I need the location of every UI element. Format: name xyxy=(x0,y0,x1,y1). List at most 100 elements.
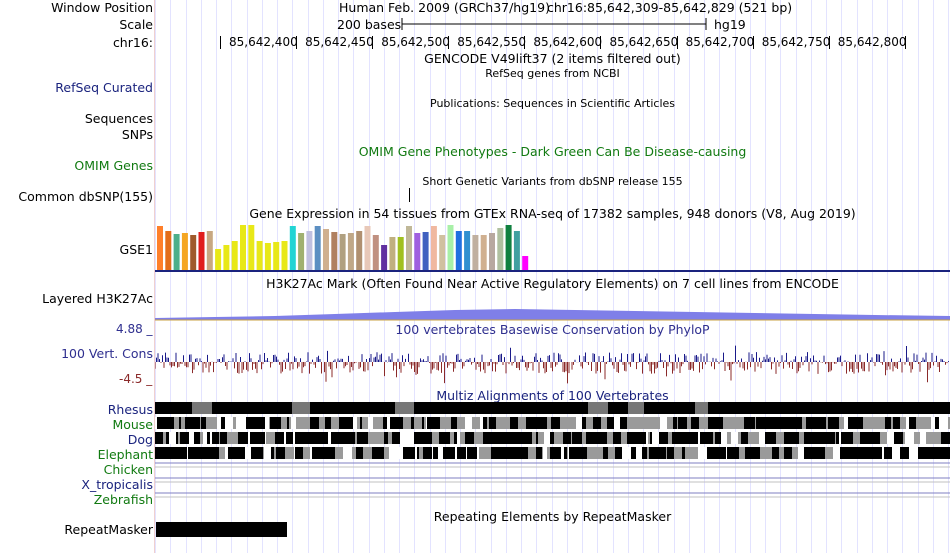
alignment-block xyxy=(416,432,417,444)
species-label[interactable]: X_tropicalis xyxy=(81,477,153,492)
gtex-tissue-bar[interactable] xyxy=(157,226,163,270)
gtex-tissue-bar[interactable] xyxy=(513,231,520,270)
gtex-tissue-bar[interactable] xyxy=(372,235,379,270)
gtex-tissue-bar[interactable] xyxy=(173,234,180,270)
alignment-block xyxy=(678,417,683,429)
conservation-wiggle[interactable] xyxy=(155,338,950,386)
h3k27ac-track-label[interactable]: Layered H3K27Ac xyxy=(42,291,153,306)
alignment-block xyxy=(621,432,627,444)
gtex-tissue-bar[interactable] xyxy=(397,237,404,270)
gtex-tissue-bar[interactable] xyxy=(347,233,354,270)
gtex-tissue-bar[interactable] xyxy=(447,225,454,270)
refseq-track-label[interactable]: RefSeq Curated xyxy=(55,80,153,95)
gtex-tissue-bar[interactable] xyxy=(231,241,238,270)
alignment-block xyxy=(939,417,946,429)
alignment-block xyxy=(490,432,498,444)
common-snp-track-label[interactable]: Common dbSNP(155) xyxy=(18,189,153,204)
omim-track-label[interactable]: OMIM Genes xyxy=(74,158,153,173)
snp-variant-mark[interactable] xyxy=(409,188,410,202)
gtex-bar-chart[interactable] xyxy=(155,222,950,274)
alignment-block xyxy=(204,447,213,459)
gtex-tissue-bar[interactable] xyxy=(198,232,205,270)
gtex-tissue-bar[interactable] xyxy=(455,231,462,270)
multiz-alignment-blocks[interactable] xyxy=(155,401,950,506)
sequences-track-label[interactable]: Sequences xyxy=(84,111,153,126)
gtex-tissue-bar[interactable] xyxy=(522,256,529,270)
assembly-text: Human Feb. 2009 (GRCh37/hg19) xyxy=(339,0,550,15)
gtex-tissue-bar[interactable] xyxy=(314,226,321,270)
gtex-tissue-bar[interactable] xyxy=(256,241,263,270)
gtex-tissue-bar[interactable] xyxy=(240,225,246,270)
species-label[interactable]: Elephant xyxy=(97,447,153,462)
alignment-block xyxy=(217,417,221,429)
h3k27ac-track-title[interactable]: H3K27Ac Mark (Often Found Near Active Re… xyxy=(266,276,839,291)
gtex-tissue-bar[interactable] xyxy=(289,226,296,270)
snps-track-label[interactable]: SNPs xyxy=(121,127,153,142)
gtex-tissue-bar[interactable] xyxy=(273,242,280,270)
gtex-tissue-bar[interactable] xyxy=(223,245,230,270)
gtex-tissue-bar[interactable] xyxy=(331,232,338,270)
gtex-tissue-bar[interactable] xyxy=(439,235,446,270)
gtex-tissue-bar[interactable] xyxy=(497,228,504,270)
gtex-tissue-bar[interactable] xyxy=(248,225,255,270)
grid-line xyxy=(826,0,827,553)
alignment-block xyxy=(741,432,748,444)
species-label[interactable]: Zebrafish xyxy=(93,492,153,507)
alignment-block xyxy=(384,447,389,459)
gtex-tissue-bar[interactable] xyxy=(505,225,512,270)
gtex-tissue-bar[interactable] xyxy=(464,231,471,270)
gtex-tissue-bar[interactable] xyxy=(430,226,437,270)
gtex-track-label[interactable]: GSE1 xyxy=(119,242,153,257)
species-label[interactable]: Chicken xyxy=(103,462,153,477)
gtex-tissue-bar[interactable] xyxy=(414,233,421,270)
gtex-tissue-bar[interactable] xyxy=(298,233,305,270)
gtex-tissue-bar[interactable] xyxy=(206,231,213,270)
alignment-block xyxy=(870,402,873,414)
publications-track-title[interactable]: Publications: Sequences in Scientific Ar… xyxy=(430,97,675,110)
gtex-track-title[interactable]: Gene Expression in 54 tissues from GTEx … xyxy=(249,206,856,221)
alignment-block xyxy=(365,432,368,444)
gtex-tissue-bar[interactable] xyxy=(215,249,222,270)
gtex-tissue-bar[interactable] xyxy=(489,233,495,270)
gtex-tissue-bar[interactable] xyxy=(422,232,429,270)
repeatmasker-track-label[interactable]: RepeatMasker xyxy=(64,522,153,537)
alignment-block xyxy=(866,417,869,429)
alignment-block xyxy=(276,432,284,444)
h3k27ac-signal[interactable] xyxy=(155,300,950,322)
gtex-tissue-bar[interactable] xyxy=(480,235,487,270)
repeatmasker-track-title[interactable]: Repeating Elements by RepeatMasker xyxy=(433,509,672,524)
gtex-tissue-bar[interactable] xyxy=(306,231,313,270)
gtex-tissue-bar[interactable] xyxy=(472,235,479,270)
gtex-tissue-bar[interactable] xyxy=(323,229,329,270)
multiz-track-title[interactable]: Multiz Alignments of 100 Vertebrates xyxy=(436,388,669,403)
alignment-block xyxy=(593,417,601,429)
gtex-tissue-bar[interactable] xyxy=(389,237,396,270)
gtex-tissue-bar[interactable] xyxy=(190,235,197,270)
common-snp-track-title[interactable]: Short Genetic Variants from dbSNP releas… xyxy=(422,175,683,188)
gtex-tissue-bar[interactable] xyxy=(364,226,371,270)
conservation-track-title[interactable]: 100 vertebrates Basewise Conservation by… xyxy=(395,322,710,337)
alignment-block xyxy=(826,417,828,429)
species-label[interactable]: Dog xyxy=(127,432,153,447)
gtex-tissue-bar[interactable] xyxy=(406,226,412,270)
gtex-tissue-bar[interactable] xyxy=(181,233,188,270)
gtex-tissue-bar[interactable] xyxy=(264,243,271,270)
gtex-tissue-bar[interactable] xyxy=(339,234,346,270)
species-label[interactable]: Rhesus xyxy=(107,402,153,417)
alignment-block xyxy=(480,417,483,429)
alignment-block xyxy=(259,432,261,444)
species-label[interactable]: Mouse xyxy=(112,417,153,432)
alignment-block xyxy=(792,447,798,459)
gencode-track-title[interactable]: GENCODE V49lift37 (2 items filtered out) xyxy=(424,51,681,66)
refseq-track-title[interactable]: RefSeq genes from NCBI xyxy=(485,67,620,80)
repeat-element-block[interactable] xyxy=(156,522,287,537)
position-text[interactable]: chr16:85,642,309-85,642,829 (521 bp) xyxy=(547,0,793,15)
gtex-tissue-bar[interactable] xyxy=(165,231,172,270)
alignment-block xyxy=(939,402,949,414)
conservation-track-label[interactable]: 100 Vert. Cons xyxy=(61,346,153,361)
gtex-tissue-bar[interactable] xyxy=(356,231,363,270)
gtex-tissue-bar[interactable] xyxy=(381,245,388,270)
gtex-tissue-bar[interactable] xyxy=(281,241,288,270)
alignment-block xyxy=(502,432,507,444)
omim-track-title[interactable]: OMIM Gene Phenotypes - Dark Green Can Be… xyxy=(358,144,747,159)
